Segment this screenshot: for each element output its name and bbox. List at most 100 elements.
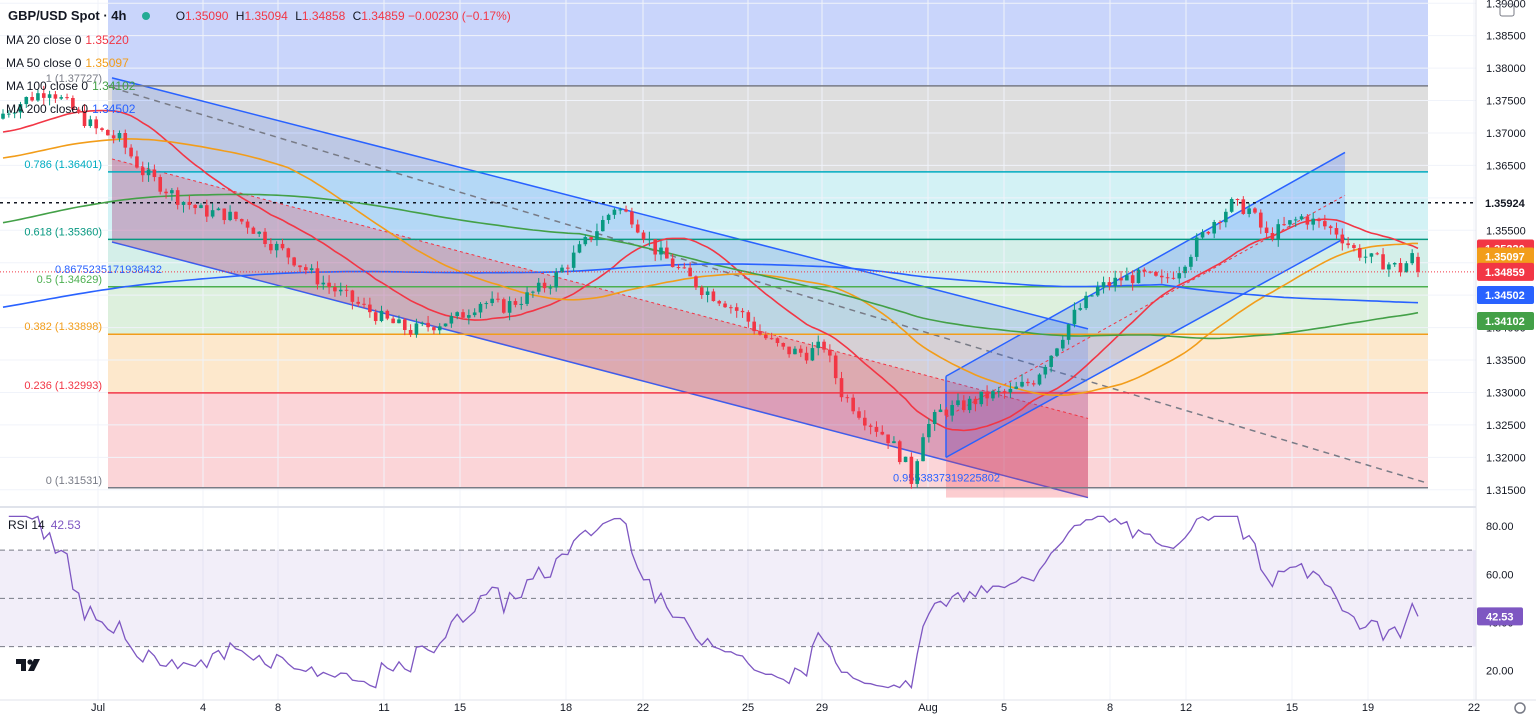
market-status-icon <box>142 12 151 21</box>
candle-body <box>571 252 576 268</box>
candle-body <box>1043 366 1048 375</box>
candle-body <box>234 211 238 220</box>
candle-body <box>41 93 46 98</box>
candle-body <box>100 128 104 130</box>
candle-body <box>1113 277 1118 286</box>
ma200-line <box>2 263 1419 308</box>
rsi-value: 42.53 <box>50 518 81 532</box>
fib-level-label: 1 (1.37727) <box>46 73 102 85</box>
price-tick-label: 1.32500 <box>1486 420 1526 432</box>
indicator-value: 1.35220 <box>85 33 129 47</box>
fib-zone <box>108 334 1428 393</box>
candle-body <box>740 310 745 313</box>
time-tick-label: 11 <box>378 702 389 714</box>
indicator-ma20[interactable]: MA 20 close 0 1.35220 <box>6 33 129 47</box>
candle-body <box>432 327 436 331</box>
time-tick-label: 15 <box>454 702 466 714</box>
candle-body <box>857 411 861 418</box>
candle-body <box>962 400 966 411</box>
price-tag <box>1477 262 1534 281</box>
candle-body <box>1177 273 1182 279</box>
symbol-header: GBP/USD Spot · 4h O1.35090 H1.35094 L1.3… <box>8 8 511 23</box>
candle-body <box>647 239 652 241</box>
candle-body <box>292 257 296 266</box>
candle-body <box>123 132 128 148</box>
high-label: H <box>235 9 245 23</box>
candle-body <box>1125 275 1129 281</box>
candle-body <box>47 94 52 98</box>
candle-body <box>274 243 279 251</box>
indicator-ma100[interactable]: MA 100 close 0 1.34102 <box>6 79 135 93</box>
candle-body <box>967 398 972 411</box>
candle-body <box>461 312 465 318</box>
indicator-ma50[interactable]: MA 50 close 0 1.35097 <box>6 56 129 70</box>
candle-body <box>938 409 943 413</box>
candle-body <box>694 276 698 288</box>
rsi-tag <box>1477 607 1523 626</box>
candle-body <box>1299 216 1304 220</box>
candle-body <box>507 301 512 313</box>
candles <box>1 85 1420 489</box>
candle-body <box>443 323 448 327</box>
candle-body <box>915 461 920 484</box>
candle-body <box>397 319 401 324</box>
open-value: 1.35090 <box>185 9 229 23</box>
candle-body <box>804 352 809 361</box>
candle-body <box>30 97 34 101</box>
candle-body <box>106 129 110 136</box>
candle-body <box>12 112 17 114</box>
candle-body <box>129 147 133 157</box>
candle-body <box>659 247 663 255</box>
candle-body <box>1247 208 1251 214</box>
indicator-ma200[interactable]: MA 200 close 0 1.34502 <box>6 102 135 116</box>
time-tick-label: 5 <box>1001 702 1007 714</box>
candle-body <box>769 338 774 340</box>
candle-body <box>1323 221 1327 227</box>
candle-body <box>886 434 890 444</box>
candle-body <box>181 201 186 205</box>
indicator-label: MA 100 close 0 <box>6 79 89 93</box>
price-tag <box>1477 247 1534 266</box>
candle-body <box>187 201 192 205</box>
annotation-label: 0.8675235171938432 <box>55 264 162 276</box>
candle-body <box>420 322 425 324</box>
candle-body <box>455 312 459 317</box>
candle-body <box>338 289 343 292</box>
candle-body <box>164 191 168 194</box>
candle-body <box>1078 308 1083 310</box>
candle-body <box>764 334 768 339</box>
candle-body <box>1101 282 1106 287</box>
settings-icon <box>1514 702 1526 714</box>
candle-body <box>711 291 716 302</box>
level-tag <box>1477 193 1534 212</box>
ascending-upper-line <box>945 151 1346 377</box>
candle-body <box>1253 208 1257 213</box>
candle-body <box>321 282 326 285</box>
indicator-value: 1.34502 <box>92 102 136 116</box>
fib-zone <box>108 392 1428 488</box>
candle-body <box>1049 355 1053 367</box>
time-axis: Jul 4 8 11 15 18 22 25 29 Aug 5 8 12 15 19 22 <box>0 699 1536 714</box>
candle-body <box>1363 256 1368 258</box>
candle-body <box>1375 253 1380 255</box>
candle-body <box>851 397 855 412</box>
close-label: C <box>352 9 362 23</box>
candle-body <box>356 301 361 304</box>
candle-body <box>158 177 163 192</box>
candle-body <box>368 304 372 313</box>
candle-body <box>1305 216 1310 225</box>
candle-body <box>985 391 989 399</box>
candle-body <box>630 211 634 225</box>
candle-body <box>1241 199 1246 214</box>
candle-body <box>1142 269 1147 272</box>
candle-body <box>146 169 151 176</box>
candle-body <box>402 319 407 330</box>
symbol-title[interactable]: GBP/USD Spot · 4h <box>8 8 127 23</box>
candle-body <box>280 243 285 249</box>
rsi-legend[interactable]: RSI 14 42.53 <box>8 518 81 532</box>
candle-body <box>140 167 145 176</box>
candle-body <box>1200 231 1205 238</box>
candle-body <box>408 329 413 335</box>
candle-body <box>18 104 23 113</box>
